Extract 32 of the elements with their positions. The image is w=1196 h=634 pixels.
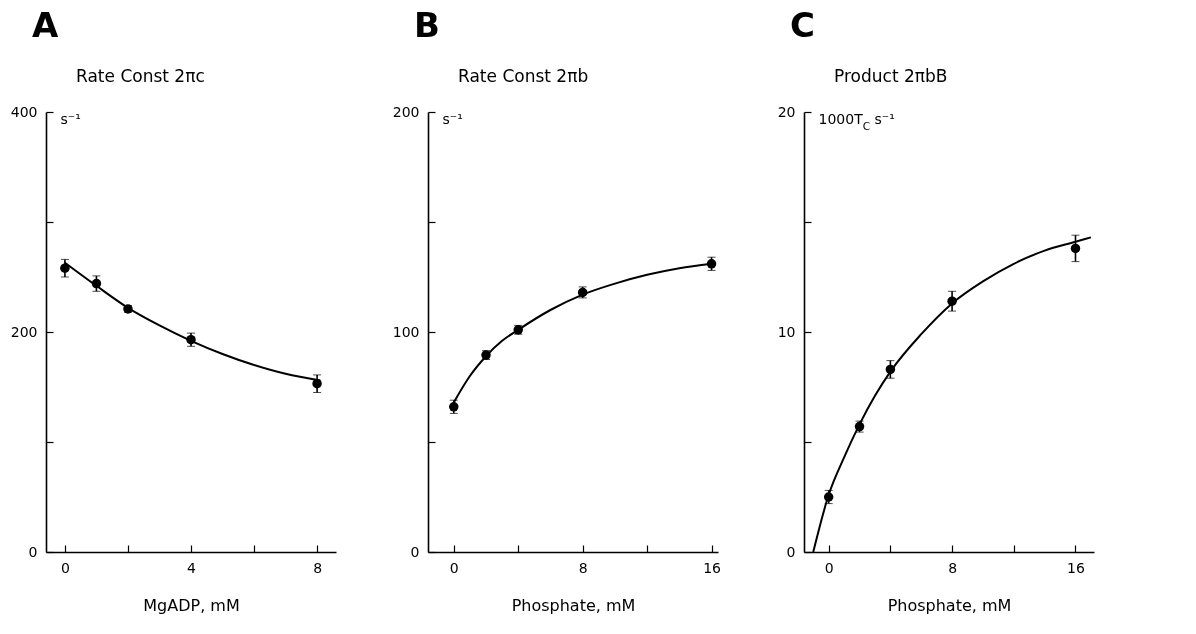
point <box>60 263 70 273</box>
x-tick-label: 8 <box>578 559 588 576</box>
x-axis-title: Phosphate, mM <box>887 595 1012 615</box>
x-tick-label: 0 <box>824 559 834 576</box>
y-axis-title: 1000T$_{C}$ s⁻¹ <box>818 110 895 132</box>
y-tick-label: 0 <box>410 543 420 560</box>
chart-subtitle: Rate Const 2πb <box>458 66 589 86</box>
chart-title: B <box>414 5 440 45</box>
y-tick-label: 200 <box>392 103 420 120</box>
y-tick-label: 0 <box>786 543 796 560</box>
y-tick-label: 10 <box>777 323 796 340</box>
x-tick-label: 16 <box>703 559 722 576</box>
y-tick-label: 100 <box>392 323 420 340</box>
x-axis-title: MgADP, mM <box>143 595 240 615</box>
chart-title: A <box>32 5 59 45</box>
x-tick-label: 0 <box>60 559 70 576</box>
x-axis-title: Phosphate, mM <box>511 595 636 615</box>
x-tick-label: 8 <box>313 559 323 576</box>
y-tick-label: 400 <box>10 103 38 120</box>
y-axis-title: s⁻¹ <box>60 110 81 127</box>
x-tick-label: 4 <box>187 559 197 576</box>
x-tick-label: 16 <box>1067 559 1085 576</box>
chart-subtitle: Rate Const 2πc <box>76 66 205 86</box>
x-tick-label: 0 <box>449 559 459 576</box>
y-tick-label: 200 <box>10 323 38 340</box>
chart-subtitle: Product 2πbB <box>834 66 948 86</box>
y-tick-label: 20 <box>777 103 796 120</box>
x-tick-label: 8 <box>948 559 958 576</box>
y-tick-label: 0 <box>28 543 38 560</box>
y-axis-title: s⁻¹ <box>442 110 463 127</box>
point <box>1070 243 1081 254</box>
chart-title: C <box>790 5 815 45</box>
